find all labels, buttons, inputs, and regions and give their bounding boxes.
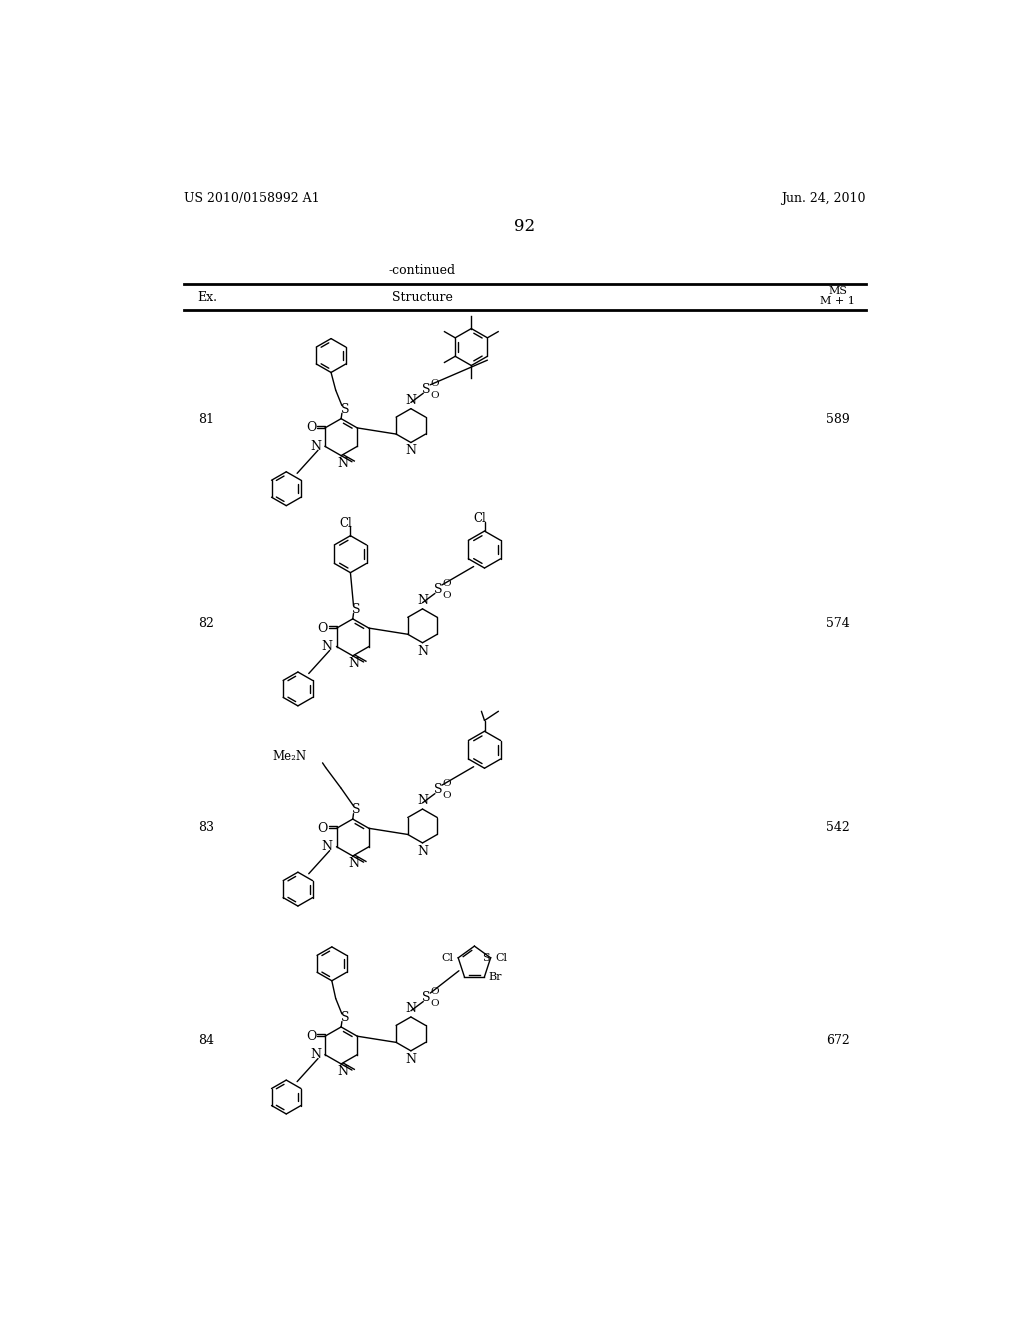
Text: N: N bbox=[406, 1053, 417, 1065]
Text: US 2010/0158992 A1: US 2010/0158992 A1 bbox=[183, 191, 319, 205]
Text: Jun. 24, 2010: Jun. 24, 2010 bbox=[781, 191, 866, 205]
Text: N: N bbox=[417, 845, 428, 858]
Text: N: N bbox=[310, 440, 322, 453]
Text: 589: 589 bbox=[826, 413, 850, 426]
Text: N: N bbox=[417, 795, 428, 807]
Text: O: O bbox=[430, 391, 439, 400]
Text: Cl: Cl bbox=[339, 517, 352, 529]
Text: N: N bbox=[406, 445, 417, 458]
Text: MS: MS bbox=[828, 286, 848, 296]
Text: 542: 542 bbox=[826, 821, 850, 834]
Text: Me₂N: Me₂N bbox=[272, 750, 306, 763]
Text: Ex.: Ex. bbox=[198, 290, 218, 304]
Text: 82: 82 bbox=[198, 616, 214, 630]
Text: O: O bbox=[430, 379, 439, 388]
Text: S: S bbox=[434, 783, 442, 796]
Text: Cl: Cl bbox=[473, 512, 486, 525]
Text: N: N bbox=[349, 657, 359, 671]
Text: Cl: Cl bbox=[441, 953, 454, 962]
Text: S: S bbox=[341, 403, 349, 416]
Text: N: N bbox=[406, 393, 417, 407]
Text: 574: 574 bbox=[826, 616, 850, 630]
Text: S: S bbox=[341, 1011, 349, 1024]
Text: N: N bbox=[337, 457, 348, 470]
Text: O: O bbox=[442, 792, 451, 800]
Text: N: N bbox=[310, 1048, 322, 1061]
Text: Br: Br bbox=[488, 972, 502, 982]
Text: N: N bbox=[417, 644, 428, 657]
Text: N: N bbox=[406, 1002, 417, 1015]
Text: -continued: -continued bbox=[389, 264, 456, 277]
Text: S: S bbox=[352, 804, 360, 816]
Text: 84: 84 bbox=[198, 1035, 214, 1047]
Text: N: N bbox=[337, 1065, 348, 1078]
Text: O: O bbox=[306, 421, 316, 434]
Text: N: N bbox=[322, 640, 333, 653]
Text: O: O bbox=[442, 779, 451, 788]
Text: S: S bbox=[482, 953, 489, 962]
Text: S: S bbox=[422, 383, 431, 396]
Text: O: O bbox=[442, 579, 451, 587]
Text: N: N bbox=[322, 841, 333, 853]
Text: O: O bbox=[442, 591, 451, 601]
Text: N: N bbox=[349, 857, 359, 870]
Text: 81: 81 bbox=[198, 413, 214, 426]
Text: O: O bbox=[430, 987, 439, 997]
Text: 83: 83 bbox=[198, 821, 214, 834]
Text: S: S bbox=[352, 603, 360, 616]
Text: S: S bbox=[434, 583, 442, 597]
Text: Cl: Cl bbox=[496, 953, 508, 962]
Text: Structure: Structure bbox=[392, 290, 453, 304]
Text: 672: 672 bbox=[826, 1035, 850, 1047]
Text: N: N bbox=[417, 594, 428, 607]
Text: M + 1: M + 1 bbox=[820, 296, 855, 306]
Text: O: O bbox=[306, 1030, 316, 1043]
Text: O: O bbox=[430, 999, 439, 1008]
Text: S: S bbox=[422, 991, 431, 1005]
Text: 92: 92 bbox=[514, 218, 536, 235]
Text: O: O bbox=[317, 822, 328, 834]
Text: O: O bbox=[317, 622, 328, 635]
